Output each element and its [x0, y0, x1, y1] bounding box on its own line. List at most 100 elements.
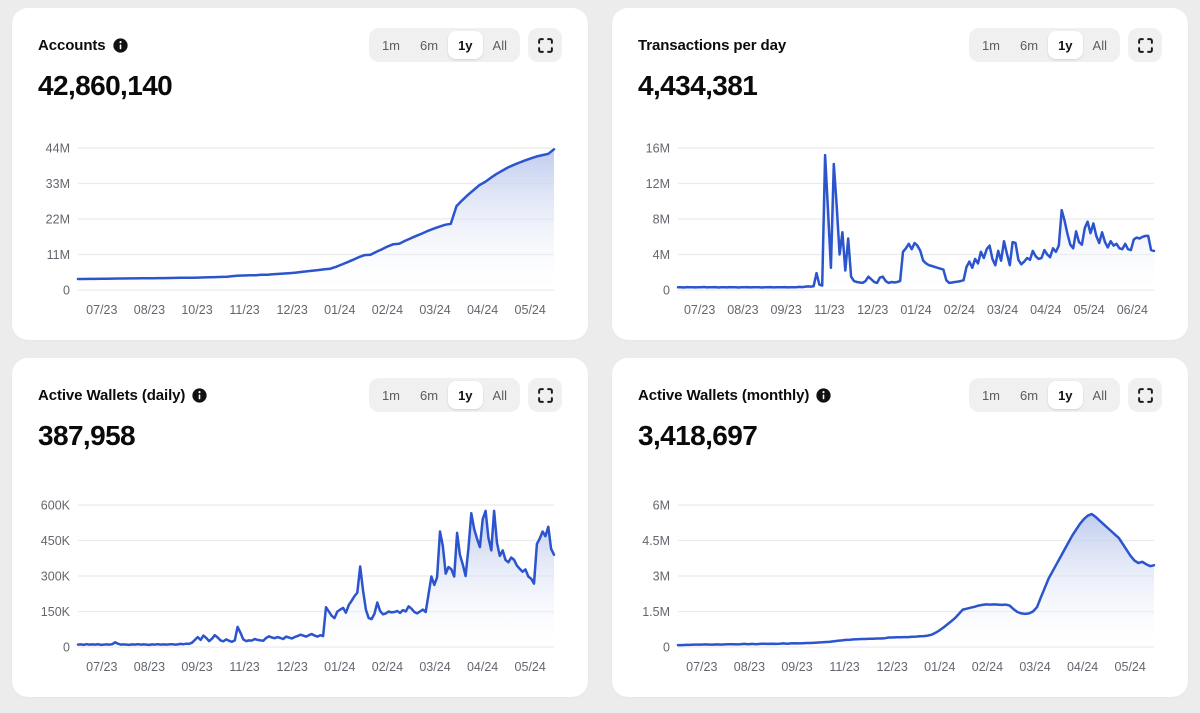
area-fill	[678, 514, 1154, 647]
x-axis-label: 12/23	[277, 303, 308, 317]
y-axis-label: 1.5M	[642, 605, 670, 619]
x-axis-label: 07/23	[684, 303, 715, 317]
x-axis-label: 07/23	[86, 660, 117, 674]
fullscreen-button[interactable]	[528, 378, 562, 412]
x-axis-label: 02/24	[972, 660, 1003, 674]
y-axis-label: 22M	[46, 212, 70, 226]
info-icon[interactable]	[192, 387, 207, 403]
chart-card-accounts: Accounts 1m 6m 1y All 42,860,140 0 11M 22M…	[12, 8, 588, 340]
x-axis-label: 04/24	[1030, 303, 1061, 317]
card-header: Transactions per day 1m 6m 1y All	[638, 28, 1162, 62]
chart-card-active-wallets-daily: Active Wallets (daily) 1m 6m 1y All 387,…	[12, 358, 588, 697]
x-axis-label: 12/23	[857, 303, 888, 317]
range-button-1y[interactable]: 1y	[448, 31, 483, 59]
time-range-selector: 1m 6m 1y All	[968, 378, 1120, 412]
card-title-group: Active Wallets (monthly)	[638, 387, 831, 404]
card-header: Active Wallets (daily) 1m 6m 1y All	[38, 378, 562, 412]
metric-value: 4,434,381	[638, 70, 758, 101]
card-title: Active Wallets (monthly)	[638, 386, 810, 404]
range-button-1m[interactable]: 1m	[372, 381, 410, 409]
active-wallets-monthly-line-chart[interactable]: 0 1.5M 3M 4.5M 6M 07/23 08/23 09/23 11/23 12/23 01…	[638, 497, 1162, 685]
y-axis-label: 0	[63, 640, 70, 654]
card-controls: 1m 6m 1y All	[968, 28, 1162, 62]
expand-icon	[1137, 387, 1153, 403]
metric-value: 387,958	[38, 420, 136, 451]
x-axis-label: 11/23	[814, 303, 844, 317]
card-header: Active Wallets (monthly) 1m 6m 1y All	[638, 378, 1162, 412]
metric-value: 3,418,697	[638, 420, 758, 451]
trend-line	[676, 153, 1156, 289]
trend-line	[76, 509, 556, 647]
expand-icon	[537, 387, 553, 403]
area-fill	[678, 155, 1154, 290]
fullscreen-button[interactable]	[1128, 378, 1162, 412]
time-range-selector: 1m 6m 1y All	[968, 28, 1120, 62]
range-button-all[interactable]: All	[483, 381, 517, 409]
range-button-6m[interactable]: 6m	[1010, 381, 1048, 409]
area-fill	[78, 510, 554, 647]
y-axis-label: 44M	[46, 141, 70, 155]
x-axis-label: 02/24	[372, 660, 403, 674]
x-axis-label: 05/24	[515, 660, 546, 674]
active-wallets-daily-line-chart[interactable]: 0 150K 300K 450K 600K 07/23 08/23 09/23 11/23 12/…	[38, 497, 562, 685]
chart-canvas: 0 11M 22M 33M 44M 07/23 08/23 10/23 11/23 12/23 01…	[46, 141, 556, 317]
card-controls: 1m 6m 1y All	[968, 378, 1162, 412]
range-button-1y[interactable]: 1y	[448, 381, 483, 409]
range-button-1m[interactable]: 1m	[972, 381, 1010, 409]
x-axis-label: 08/23	[734, 660, 765, 674]
range-button-all[interactable]: All	[483, 31, 517, 59]
range-button-6m[interactable]: 6m	[410, 381, 448, 409]
card-title: Transactions per day	[638, 36, 787, 54]
x-axis-label: 11/23	[229, 660, 259, 674]
chart-canvas: 0 4M 8M 12M 16M 07/23 08/23 09/23 11/23 12/23 01/2…	[646, 141, 1156, 317]
x-axis-label: 03/24	[419, 660, 450, 674]
card-title-group: Transactions per day	[638, 37, 786, 54]
area-fill	[78, 149, 554, 290]
x-axis-label: 04/24	[467, 303, 498, 317]
y-axis-label: 12M	[646, 177, 670, 191]
expand-icon	[537, 37, 553, 53]
x-axis-label: 08/23	[134, 660, 165, 674]
x-axis-label: 11/23	[229, 303, 259, 317]
chart-card-transactions: Transactions per day 1m 6m 1y All 4,434,…	[612, 8, 1188, 340]
range-button-6m[interactable]: 6m	[1010, 31, 1048, 59]
info-icon[interactable]	[112, 37, 128, 53]
x-axis-label: 07/23	[86, 303, 117, 317]
card-title: Active Wallets (daily)	[38, 386, 186, 404]
y-axis-label: 16M	[646, 141, 670, 155]
chart-canvas: 0 150K 300K 450K 600K 07/23 08/23 09/23 11/23 12/…	[41, 498, 556, 674]
y-axis-label: 0	[663, 283, 670, 297]
info-icon[interactable]	[816, 387, 831, 403]
x-axis-label: 03/24	[1019, 660, 1050, 674]
x-axis-label: 11/23	[829, 660, 859, 674]
x-axis-label: 07/23	[686, 660, 717, 674]
range-button-6m[interactable]: 6m	[410, 31, 448, 59]
fullscreen-button[interactable]	[1128, 28, 1162, 62]
range-button-1m[interactable]: 1m	[372, 31, 410, 59]
x-axis-label: 04/24	[1067, 660, 1098, 674]
card-header: Accounts 1m 6m 1y All	[38, 28, 562, 62]
x-axis-label: 02/24	[372, 303, 403, 317]
chart-canvas: 0 1.5M 3M 4.5M 6M 07/23 08/23 09/23 11/23 12/23 01…	[642, 498, 1156, 674]
x-axis-label: 03/24	[987, 303, 1018, 317]
x-axis-label: 09/23	[771, 303, 802, 317]
accounts-line-chart[interactable]: 0 11M 22M 33M 44M 07/23 08/23 10/23 11/23 12/23 01…	[38, 140, 562, 328]
x-axis-label: 09/23	[781, 660, 812, 674]
y-axis-label: 3M	[653, 569, 670, 583]
range-button-all[interactable]: All	[1083, 31, 1117, 59]
x-axis-label: 04/24	[467, 660, 498, 674]
x-axis-label: 05/24	[1073, 303, 1104, 317]
x-axis-label: 01/24	[324, 660, 355, 674]
range-button-1y[interactable]: 1y	[1048, 381, 1083, 409]
range-button-1y[interactable]: 1y	[1048, 31, 1083, 59]
x-axis-label: 01/24	[324, 303, 355, 317]
card-title-group: Active Wallets (daily)	[38, 387, 207, 404]
transactions-line-chart[interactable]: 0 4M 8M 12M 16M 07/23 08/23 09/23 11/23 12/23 01/2…	[638, 140, 1162, 328]
y-axis-label: 300K	[41, 569, 71, 583]
x-axis-label: 01/24	[924, 660, 955, 674]
range-button-1m[interactable]: 1m	[972, 31, 1010, 59]
fullscreen-button[interactable]	[528, 28, 562, 62]
y-axis-label: 600K	[41, 498, 71, 512]
range-button-all[interactable]: All	[1083, 381, 1117, 409]
